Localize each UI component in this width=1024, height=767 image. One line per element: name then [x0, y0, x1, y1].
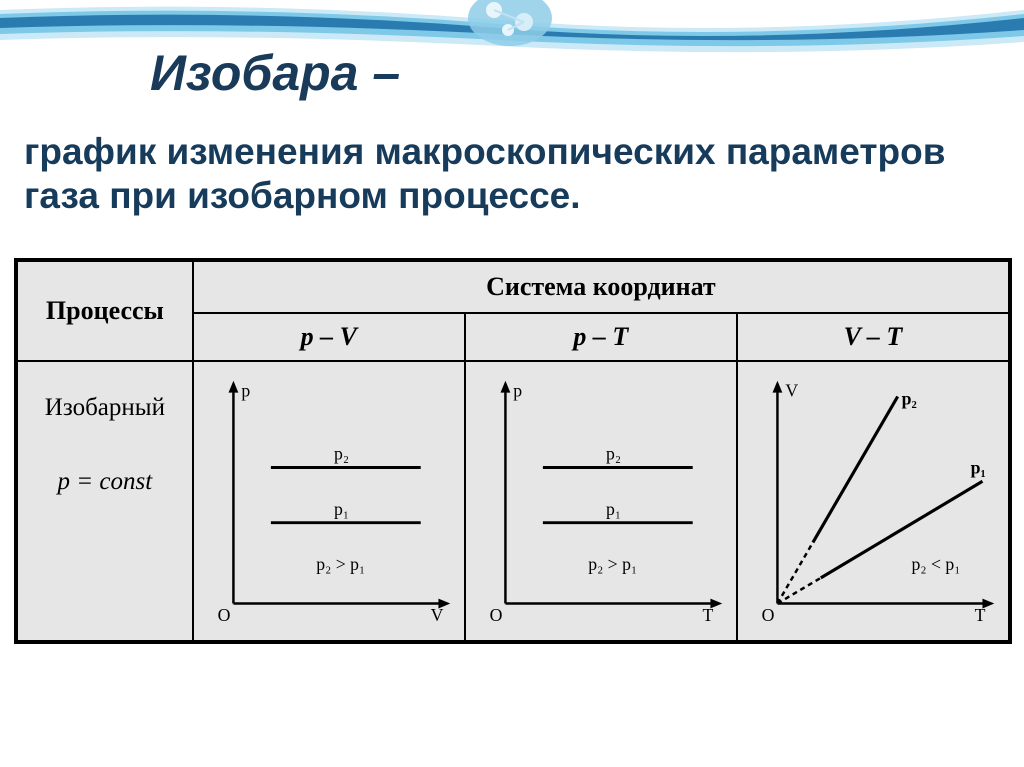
- process-table: Процессы Система координат p – V p – T V…: [14, 258, 1012, 644]
- vt-inequality: p₂ < p₁: [911, 554, 960, 574]
- vt-line1-label: p₂: [902, 388, 917, 408]
- pv-inequality: p₂ > p₁: [316, 554, 365, 574]
- vt-line2-label: p₁: [971, 457, 986, 477]
- pt-line2-label: p₁: [606, 499, 621, 519]
- pv-line2-label: p₁: [334, 499, 349, 519]
- vt-x-label: T: [974, 605, 985, 625]
- pv-line1-label: p₂: [334, 444, 349, 464]
- pt-x-label: T: [702, 605, 713, 625]
- process-name: Изобарный: [32, 394, 178, 422]
- axis-header-pt: p – T: [465, 313, 737, 361]
- pv-origin: O: [217, 605, 230, 625]
- pt-y-label: p: [513, 381, 522, 401]
- coord-header: Система координат: [193, 261, 1009, 313]
- graph-pt: p T O p₂ p₁ p₂ > p₁: [465, 361, 737, 641]
- header: Изобара –: [0, 0, 1024, 116]
- process-condition: p = const: [58, 468, 153, 495]
- pt-inequality: p₂ > p₁: [588, 554, 637, 574]
- graph-pt-svg: p T O p₂ p₁ p₂ > p₁: [466, 362, 736, 640]
- page-title: Изобара –: [150, 44, 400, 102]
- pv-y-label: p: [241, 381, 250, 401]
- pv-x-label: V: [430, 605, 443, 625]
- vt-y-label: V: [785, 381, 798, 401]
- graph-vt: V T O p₂ p₁ p₂ < p₁: [737, 361, 1009, 641]
- process-cell: Изобарный p = const: [17, 361, 193, 641]
- processes-header: Процессы: [17, 261, 193, 361]
- axis-header-pv: p – V: [193, 313, 465, 361]
- vt-origin: O: [762, 605, 775, 625]
- axis-header-vt: V – T: [737, 313, 1009, 361]
- graph-pv: p V O p₂ p₁ p₂ > p₁: [193, 361, 465, 641]
- pt-origin: O: [489, 605, 502, 625]
- graph-pv-svg: p V O p₂ p₁ p₂ > p₁: [194, 362, 464, 640]
- page-subtitle: график изменения макроскопических параме…: [24, 130, 1000, 219]
- pt-line1-label: p₂: [606, 444, 621, 464]
- graph-vt-svg: V T O p₂ p₁ p₂ < p₁: [738, 362, 1008, 640]
